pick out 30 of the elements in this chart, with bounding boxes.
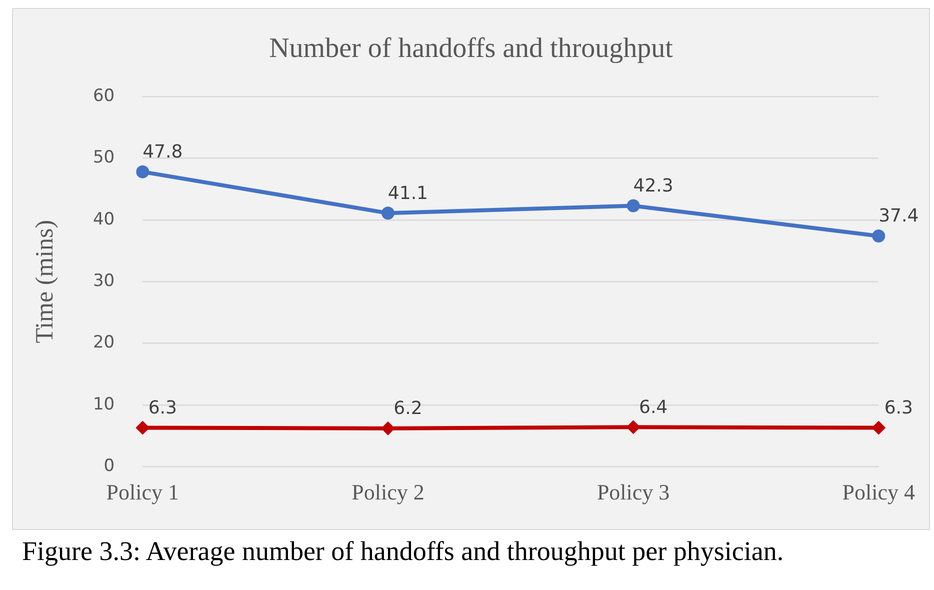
y-tick-label: 10 [92, 394, 115, 414]
y-tick-label: 0 [104, 456, 115, 476]
point [380, 421, 395, 436]
y-tick-label: 20 [92, 332, 115, 353]
x-tick-label: Policy 1 [106, 480, 179, 505]
data-label: 42.3 [633, 175, 674, 196]
x-tick-label: Policy 3 [596, 480, 670, 505]
data-label: 41.1 [388, 182, 428, 204]
data-label: 6.3 [148, 397, 177, 418]
point [626, 199, 640, 212]
point [381, 206, 394, 220]
y-tick-label: 50 [92, 148, 115, 168]
point [136, 165, 150, 178]
x-tick-label: Policy 4 [842, 480, 916, 505]
point [872, 420, 886, 435]
point [136, 420, 150, 435]
x-tick-label: Policy 2 [352, 480, 424, 505]
data-label: 6.2 [394, 398, 422, 420]
point [626, 420, 640, 434]
point [872, 229, 886, 242]
y-tick-label: 30 [92, 271, 115, 292]
data-label: 6.4 [638, 396, 668, 418]
data-label: 6.3 [884, 397, 913, 418]
y-axis-title: Time (mins) [32, 220, 59, 344]
y-tick-label: 60 [92, 86, 115, 106]
chart-title: Number of handoffs and throughput [269, 33, 674, 64]
caption: Figure 3.3: Average number of handoffs and throughput per physician. [22, 536, 784, 567]
y-tick-label: 40 [92, 209, 115, 230]
data-label: 47.8 [142, 142, 183, 163]
data-label: 37.4 [878, 206, 919, 227]
